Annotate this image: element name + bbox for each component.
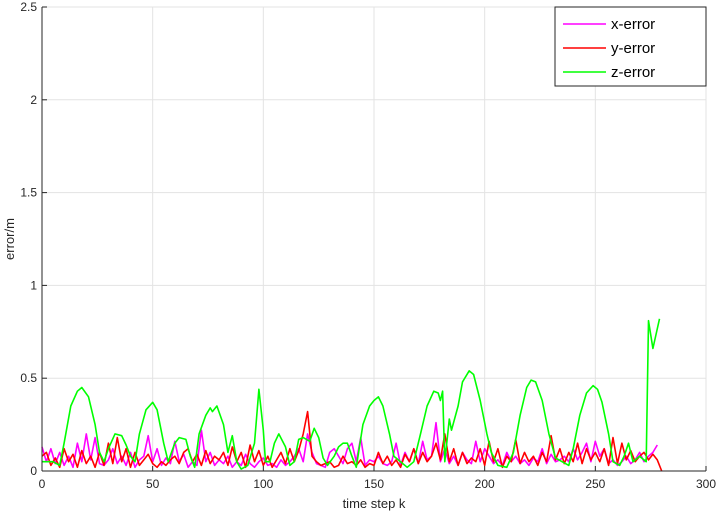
x-tick-label: 150 xyxy=(364,477,384,491)
y-tick-label: 2.5 xyxy=(20,0,37,14)
series-line-z-error xyxy=(42,318,661,470)
x-tick-label: 100 xyxy=(253,477,273,491)
y-tick-label: 0.5 xyxy=(20,371,37,385)
y-tick-label: 1.5 xyxy=(20,186,37,200)
x-tick-label: 50 xyxy=(146,477,160,491)
x-tick-label: 300 xyxy=(696,477,716,491)
legend-box xyxy=(554,6,707,87)
y-tick-label: 2 xyxy=(30,93,37,107)
x-tick-label: 0 xyxy=(39,477,46,491)
legend-label: x-error xyxy=(611,16,655,33)
series-line-x-error xyxy=(41,421,658,469)
y-tick-label: 0 xyxy=(30,464,37,478)
x-axis-label: time step k xyxy=(343,496,406,511)
axes: 0 50 100 150 200 250 300 0 0.5 1 1.5 2 2.5 xyxy=(20,0,716,491)
legend: x-error y-error z-error xyxy=(554,6,707,87)
y-tick-label: 1 xyxy=(30,278,37,292)
legend-label: z-error xyxy=(611,64,655,81)
x-tick-label: 250 xyxy=(585,477,605,491)
x-tick-label: 200 xyxy=(475,477,495,491)
series-lines xyxy=(41,318,663,472)
series-line-y-error xyxy=(41,410,663,472)
y-axis-label: error/m xyxy=(2,218,17,260)
legend-label: y-error xyxy=(611,40,655,57)
